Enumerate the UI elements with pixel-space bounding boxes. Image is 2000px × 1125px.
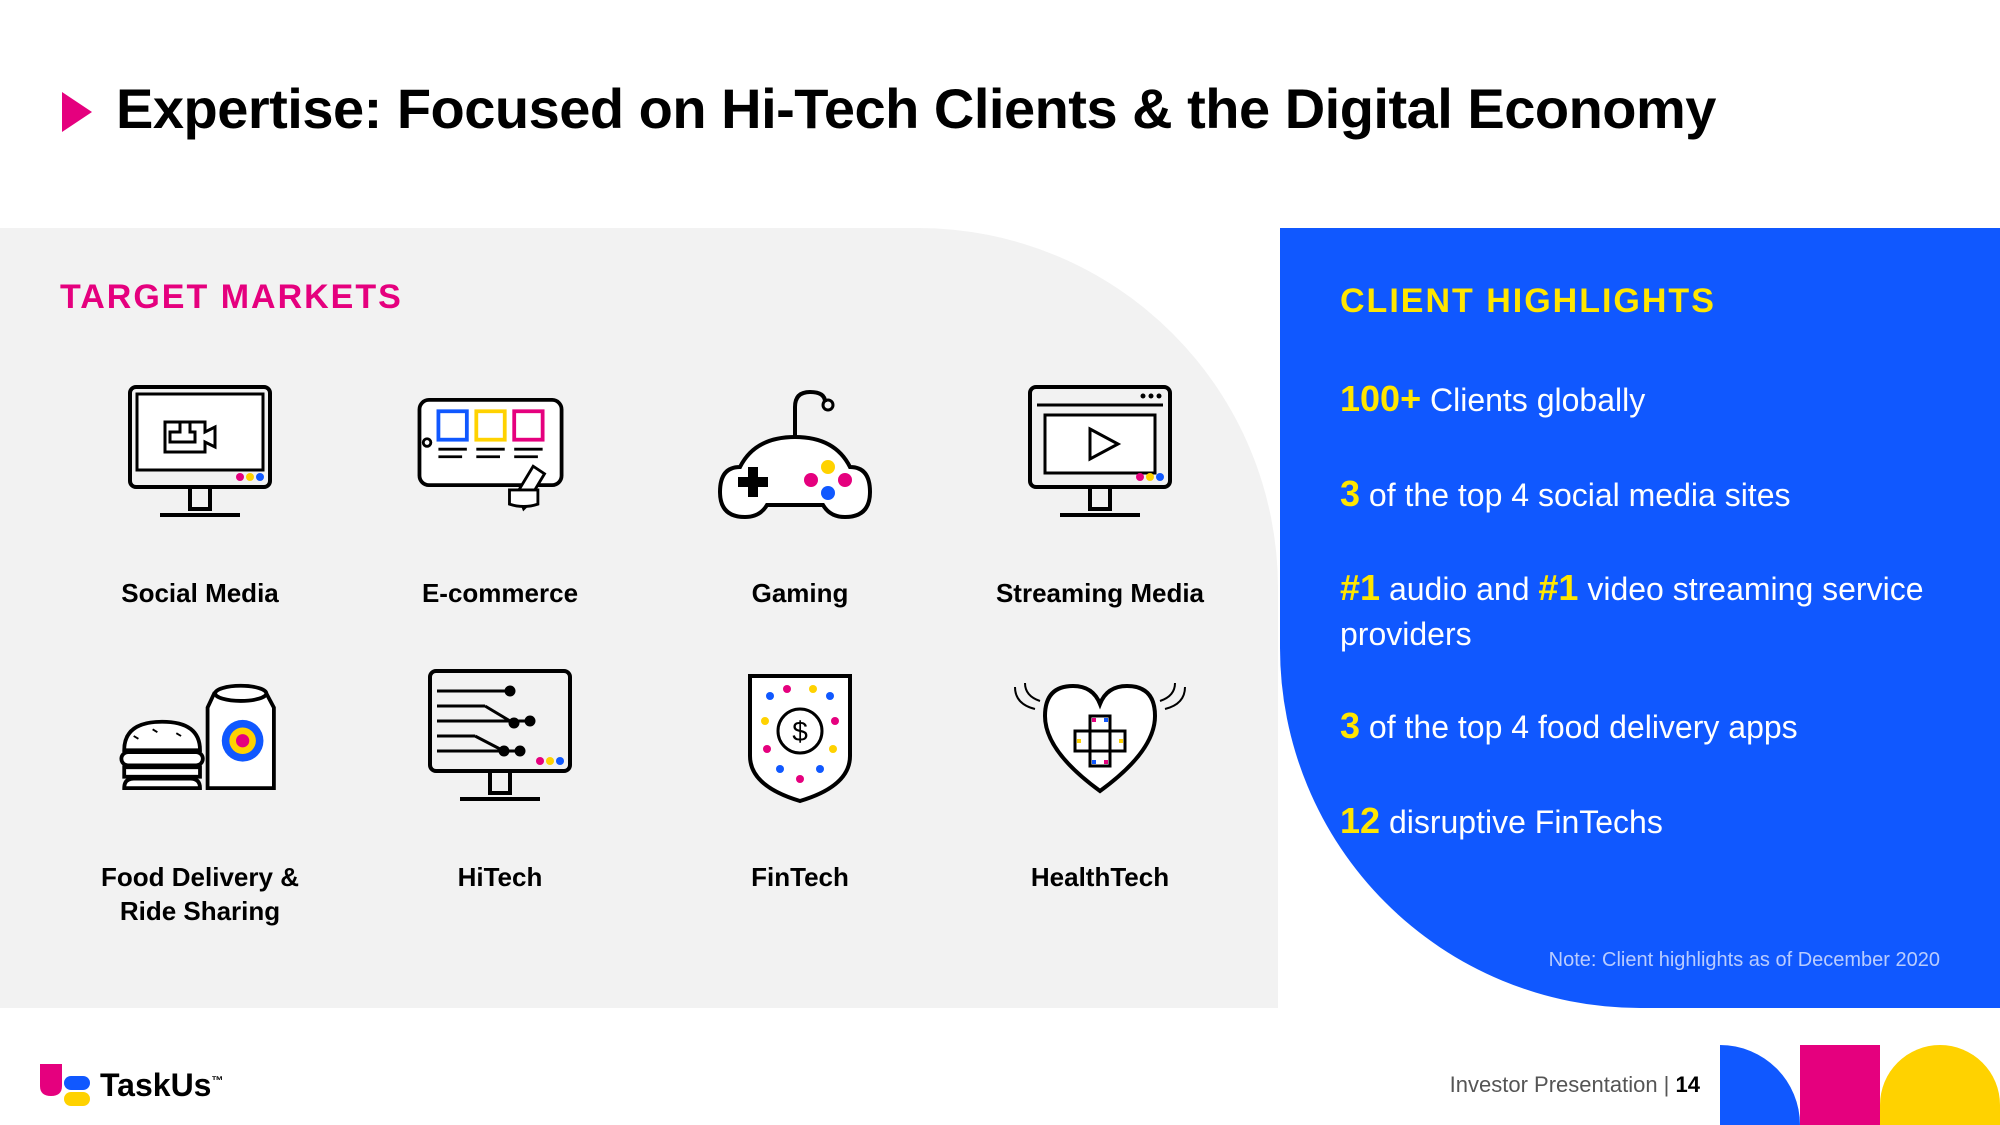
hitech-icon	[410, 661, 590, 811]
play-triangle-icon	[62, 92, 92, 132]
streaming-icon	[1010, 377, 1190, 527]
highlight-stat: #1	[1538, 567, 1578, 608]
market-label: HiTech	[458, 861, 543, 895]
highlight-stat: 100+	[1340, 378, 1421, 419]
market-label: HealthTech	[1031, 861, 1169, 895]
slide: Expertise: Focused on Hi-Tech Clients & …	[0, 0, 2000, 1125]
highlight-text: audio and	[1380, 571, 1538, 607]
market-label: FinTech	[751, 861, 849, 895]
accent-block-blue	[1720, 1045, 1800, 1125]
market-label: Food Delivery & Ride Sharing	[101, 861, 299, 929]
page-number: 14	[1676, 1072, 1700, 1097]
market-item-ecommerce: E-commerce	[360, 377, 640, 611]
highlight-stat: 12	[1340, 800, 1380, 841]
highlight-item: 3 of the top 4 food delivery apps	[1340, 702, 1940, 751]
target-markets-heading: TARGET MARKETS	[60, 278, 1218, 317]
gaming-icon	[710, 377, 890, 527]
highlight-item: #1 audio and #1 video streaming service …	[1340, 564, 1940, 656]
highlight-item: 12 disruptive FinTechs	[1340, 797, 1940, 846]
market-label: Streaming Media	[996, 577, 1204, 611]
market-label: Gaming	[752, 577, 849, 611]
accent-block-pink	[1800, 1045, 1880, 1125]
market-item-fintech: $ FinTech	[660, 661, 940, 929]
fintech-icon: $	[710, 661, 890, 811]
highlights-note: Note: Client highlights as of December 2…	[1549, 949, 1940, 972]
highlight-stat: 3	[1340, 705, 1360, 746]
svg-text:$: $	[792, 716, 808, 747]
logo-mark-icon	[40, 1064, 90, 1106]
healthtech-icon	[1010, 661, 1190, 811]
market-item-streaming: Streaming Media	[960, 377, 1240, 611]
ecommerce-icon	[410, 377, 590, 527]
highlight-text: of the top 4 food delivery apps	[1360, 709, 1798, 745]
social-media-icon	[110, 377, 290, 527]
market-grid: Social Media	[60, 377, 1218, 928]
highlight-text: disruptive FinTechs	[1380, 804, 1663, 840]
food-delivery-icon	[110, 661, 290, 811]
highlight-stat: 3	[1340, 473, 1360, 514]
footer: TaskUs™ Investor Presentation | 14	[0, 1045, 2000, 1125]
footer-page-label: Investor Presentation | 14	[1450, 1072, 1700, 1098]
client-highlights-panel: CLIENT HIGHLIGHTS 100+ Clients globally …	[1280, 228, 2000, 1008]
accent-block-yellow	[1880, 1045, 2000, 1125]
highlight-item: 100+ Clients globally	[1340, 375, 1940, 424]
client-highlights-heading: CLIENT HIGHLIGHTS	[1340, 282, 1940, 321]
market-item-healthtech: HealthTech	[960, 661, 1240, 929]
brand-logo: TaskUs™	[40, 1064, 223, 1106]
highlight-stat: #1	[1340, 567, 1380, 608]
brand-name: TaskUs™	[100, 1067, 223, 1104]
market-label: Social Media	[121, 577, 279, 611]
market-item-gaming: Gaming	[660, 377, 940, 611]
highlight-list: 100+ Clients globally 3 of the top 4 soc…	[1340, 375, 1940, 845]
highlight-text: Clients globally	[1421, 382, 1645, 418]
highlight-item: 3 of the top 4 social media sites	[1340, 470, 1940, 519]
footer-right: Investor Presentation | 14	[1450, 1045, 2000, 1125]
page-title: Expertise: Focused on Hi-Tech Clients & …	[116, 76, 1716, 141]
target-markets-panel: TARGET MARKETS Social Media	[0, 228, 1278, 1008]
highlight-text: of the top 4 social media sites	[1360, 477, 1790, 513]
market-label: E-commerce	[422, 577, 578, 611]
title-row: Expertise: Focused on Hi-Tech Clients & …	[62, 76, 1716, 141]
market-item-social-media: Social Media	[60, 377, 340, 611]
market-item-hitech: HiTech	[360, 661, 640, 929]
market-item-food-delivery: Food Delivery & Ride Sharing	[60, 661, 340, 929]
